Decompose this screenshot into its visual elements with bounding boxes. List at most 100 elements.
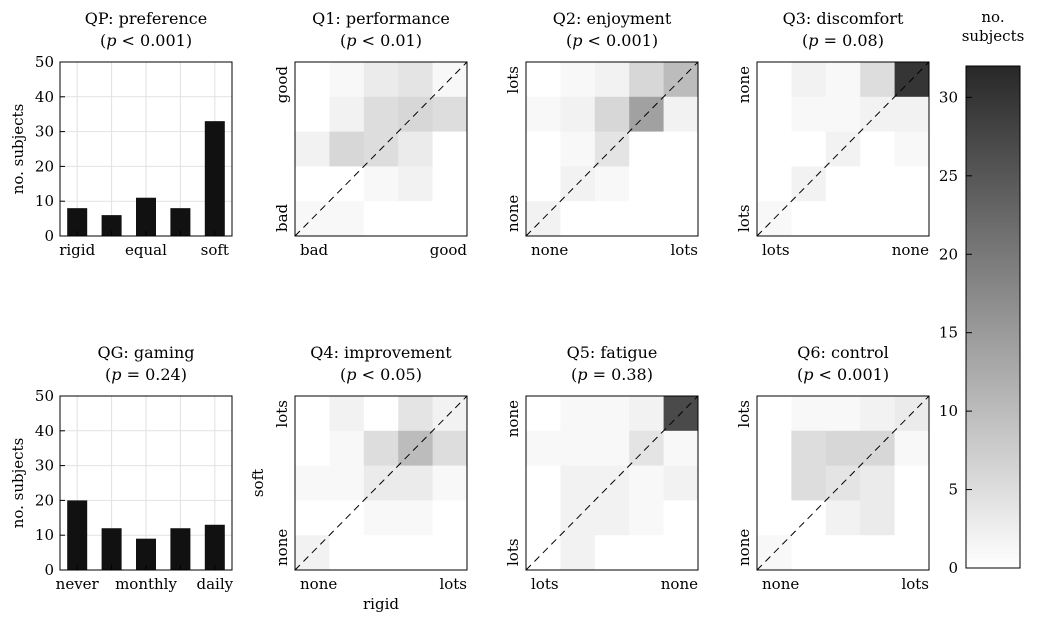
heatmap-cell <box>860 201 896 237</box>
bar <box>101 528 122 570</box>
colorbar-tick-label: 20 <box>939 245 958 263</box>
y-tick-label: lots <box>504 538 522 566</box>
heatmap-cell <box>663 500 699 536</box>
heatmap-cell <box>363 396 399 432</box>
heatmap-cell <box>894 500 930 536</box>
colorbar-tick-label: 10 <box>939 402 958 420</box>
heatmap-cell <box>398 201 434 237</box>
heatmap-cell <box>894 131 930 167</box>
bar <box>170 528 191 570</box>
diagonal-line <box>294 61 468 237</box>
heatmap-cell <box>526 465 561 501</box>
heatmap-cell <box>757 166 792 202</box>
heatmap-cell <box>757 131 792 167</box>
x-tick-label: bad <box>300 241 329 259</box>
heatmap-cell <box>791 535 827 571</box>
x-tick-label: daily <box>196 575 233 593</box>
diagonal-line <box>756 395 930 571</box>
diagonal-line <box>756 61 930 237</box>
y-tick-label: none <box>735 66 753 103</box>
y-tick-label: none <box>273 529 291 566</box>
heatmap-cell <box>329 430 365 467</box>
bar <box>204 524 225 570</box>
y-axis-label: no. subjects <box>9 104 27 195</box>
panel-title: Q3: discomfort <box>783 9 904 28</box>
heatmap-cell <box>526 500 561 536</box>
y-tick-label: good <box>273 66 291 104</box>
heatmap-cell <box>629 535 665 571</box>
heatmap-cell <box>594 96 630 133</box>
heatmap-cell <box>398 396 434 432</box>
heatmap-cell <box>526 62 561 98</box>
y-tick-label: 10 <box>35 526 54 544</box>
heatmap-cell <box>663 96 699 133</box>
heatmap-cell <box>860 166 896 202</box>
bar <box>204 121 225 236</box>
x-axis-label: rigid <box>363 595 399 613</box>
heatmap-cell <box>432 430 468 467</box>
heatmap-cell <box>594 62 630 98</box>
diagonal-line <box>525 61 699 237</box>
heatmap-cell <box>825 535 861 571</box>
colorbar-tick-label: 15 <box>939 324 958 342</box>
axes-box <box>756 395 930 571</box>
colorbar-box <box>965 65 1021 569</box>
heatmap-cell <box>432 201 468 237</box>
panel-subtitle: (p < 0.05) <box>340 365 422 384</box>
panel-title: QP: preference <box>85 9 207 28</box>
heatmap-cell <box>295 500 330 536</box>
heatmap-cell <box>363 430 399 467</box>
colorbar-label: subjects <box>962 27 1025 45</box>
heatmap-cell <box>363 535 399 571</box>
x-tick-label: lots <box>670 241 698 259</box>
heatmap-cell <box>894 96 930 133</box>
axes-box <box>756 61 930 237</box>
colorbar-tick-label: 0 <box>948 559 958 577</box>
heatmap-cell <box>825 166 861 202</box>
y-axis-label: soft <box>249 469 267 497</box>
heatmap-cell <box>560 535 596 571</box>
colorbar-label: no. <box>981 8 1004 26</box>
y-tick-label: 0 <box>44 227 54 245</box>
x-tick-label: none <box>762 575 799 593</box>
heatmap-cell <box>791 96 827 133</box>
heatmap-cell <box>432 96 468 133</box>
heatmap-cell <box>629 166 665 202</box>
bar <box>136 538 156 570</box>
heatmap-cell <box>860 465 896 501</box>
heatmap-cell <box>629 500 665 536</box>
axes-box <box>525 395 699 571</box>
heatmap-cell <box>757 465 792 501</box>
diagonal-line <box>525 395 699 571</box>
y-tick-label: 30 <box>35 457 54 475</box>
y-tick-label: none <box>504 400 522 437</box>
panel-subtitle: (p < 0.001) <box>566 31 658 50</box>
heatmap-cell <box>295 96 330 133</box>
heatmap-cell <box>398 500 434 536</box>
heatmap-cell <box>398 465 434 501</box>
heatmap-cell <box>329 396 365 432</box>
heatmap-cell <box>363 500 399 536</box>
x-tick-label: lots <box>531 575 559 593</box>
heatmap-cell <box>398 62 434 98</box>
heatmap-cell <box>860 62 896 98</box>
heatmap-cell <box>894 465 930 501</box>
heatmap-cell <box>594 201 630 237</box>
heatmap-cell <box>594 166 630 202</box>
heatmap-cell <box>757 96 792 133</box>
panel-subtitle: (p < 0.001) <box>100 31 192 50</box>
y-tick-label: 0 <box>44 561 54 579</box>
heatmap-cell <box>791 131 827 167</box>
x-tick-label: rigid <box>59 241 95 259</box>
heatmap-cell <box>560 201 596 237</box>
x-tick-label: soft <box>201 241 229 259</box>
y-tick-label: none <box>504 195 522 232</box>
diagonal-line <box>294 395 468 571</box>
bar <box>67 500 88 570</box>
heatmap-cell <box>860 535 896 571</box>
y-tick-label: lots <box>735 204 753 232</box>
heatmap-cell <box>295 465 330 501</box>
heatmap-cell <box>560 430 596 467</box>
y-tick-label: 50 <box>35 53 54 71</box>
